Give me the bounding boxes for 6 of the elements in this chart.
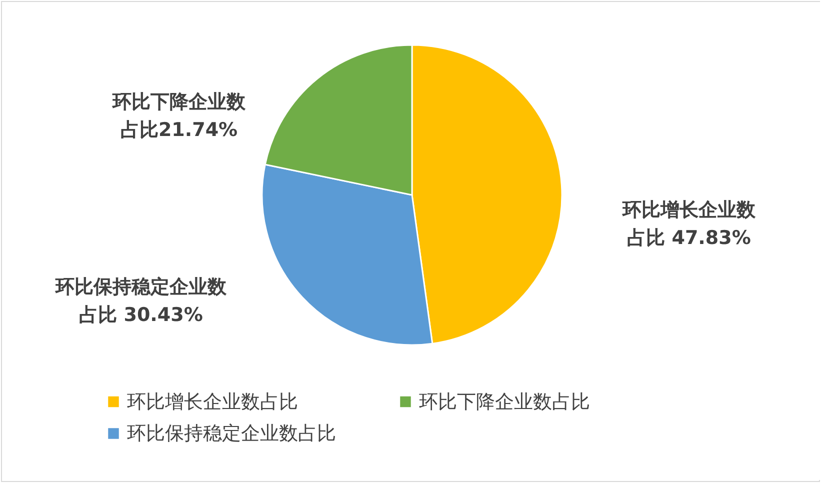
data-label: 环比增长企业数占比 47.83% (622, 199, 756, 249)
legend-label: 环比增长企业数占比 (127, 390, 298, 413)
legend-label: 环比保持稳定企业数占比 (127, 422, 336, 444)
legend-label: 环比下降企业数占比 (419, 390, 590, 413)
data-label: 环比下降企业数占比21.74% (112, 91, 246, 141)
data-label: 环比保持稳定企业数占比 30.43% (54, 276, 228, 326)
